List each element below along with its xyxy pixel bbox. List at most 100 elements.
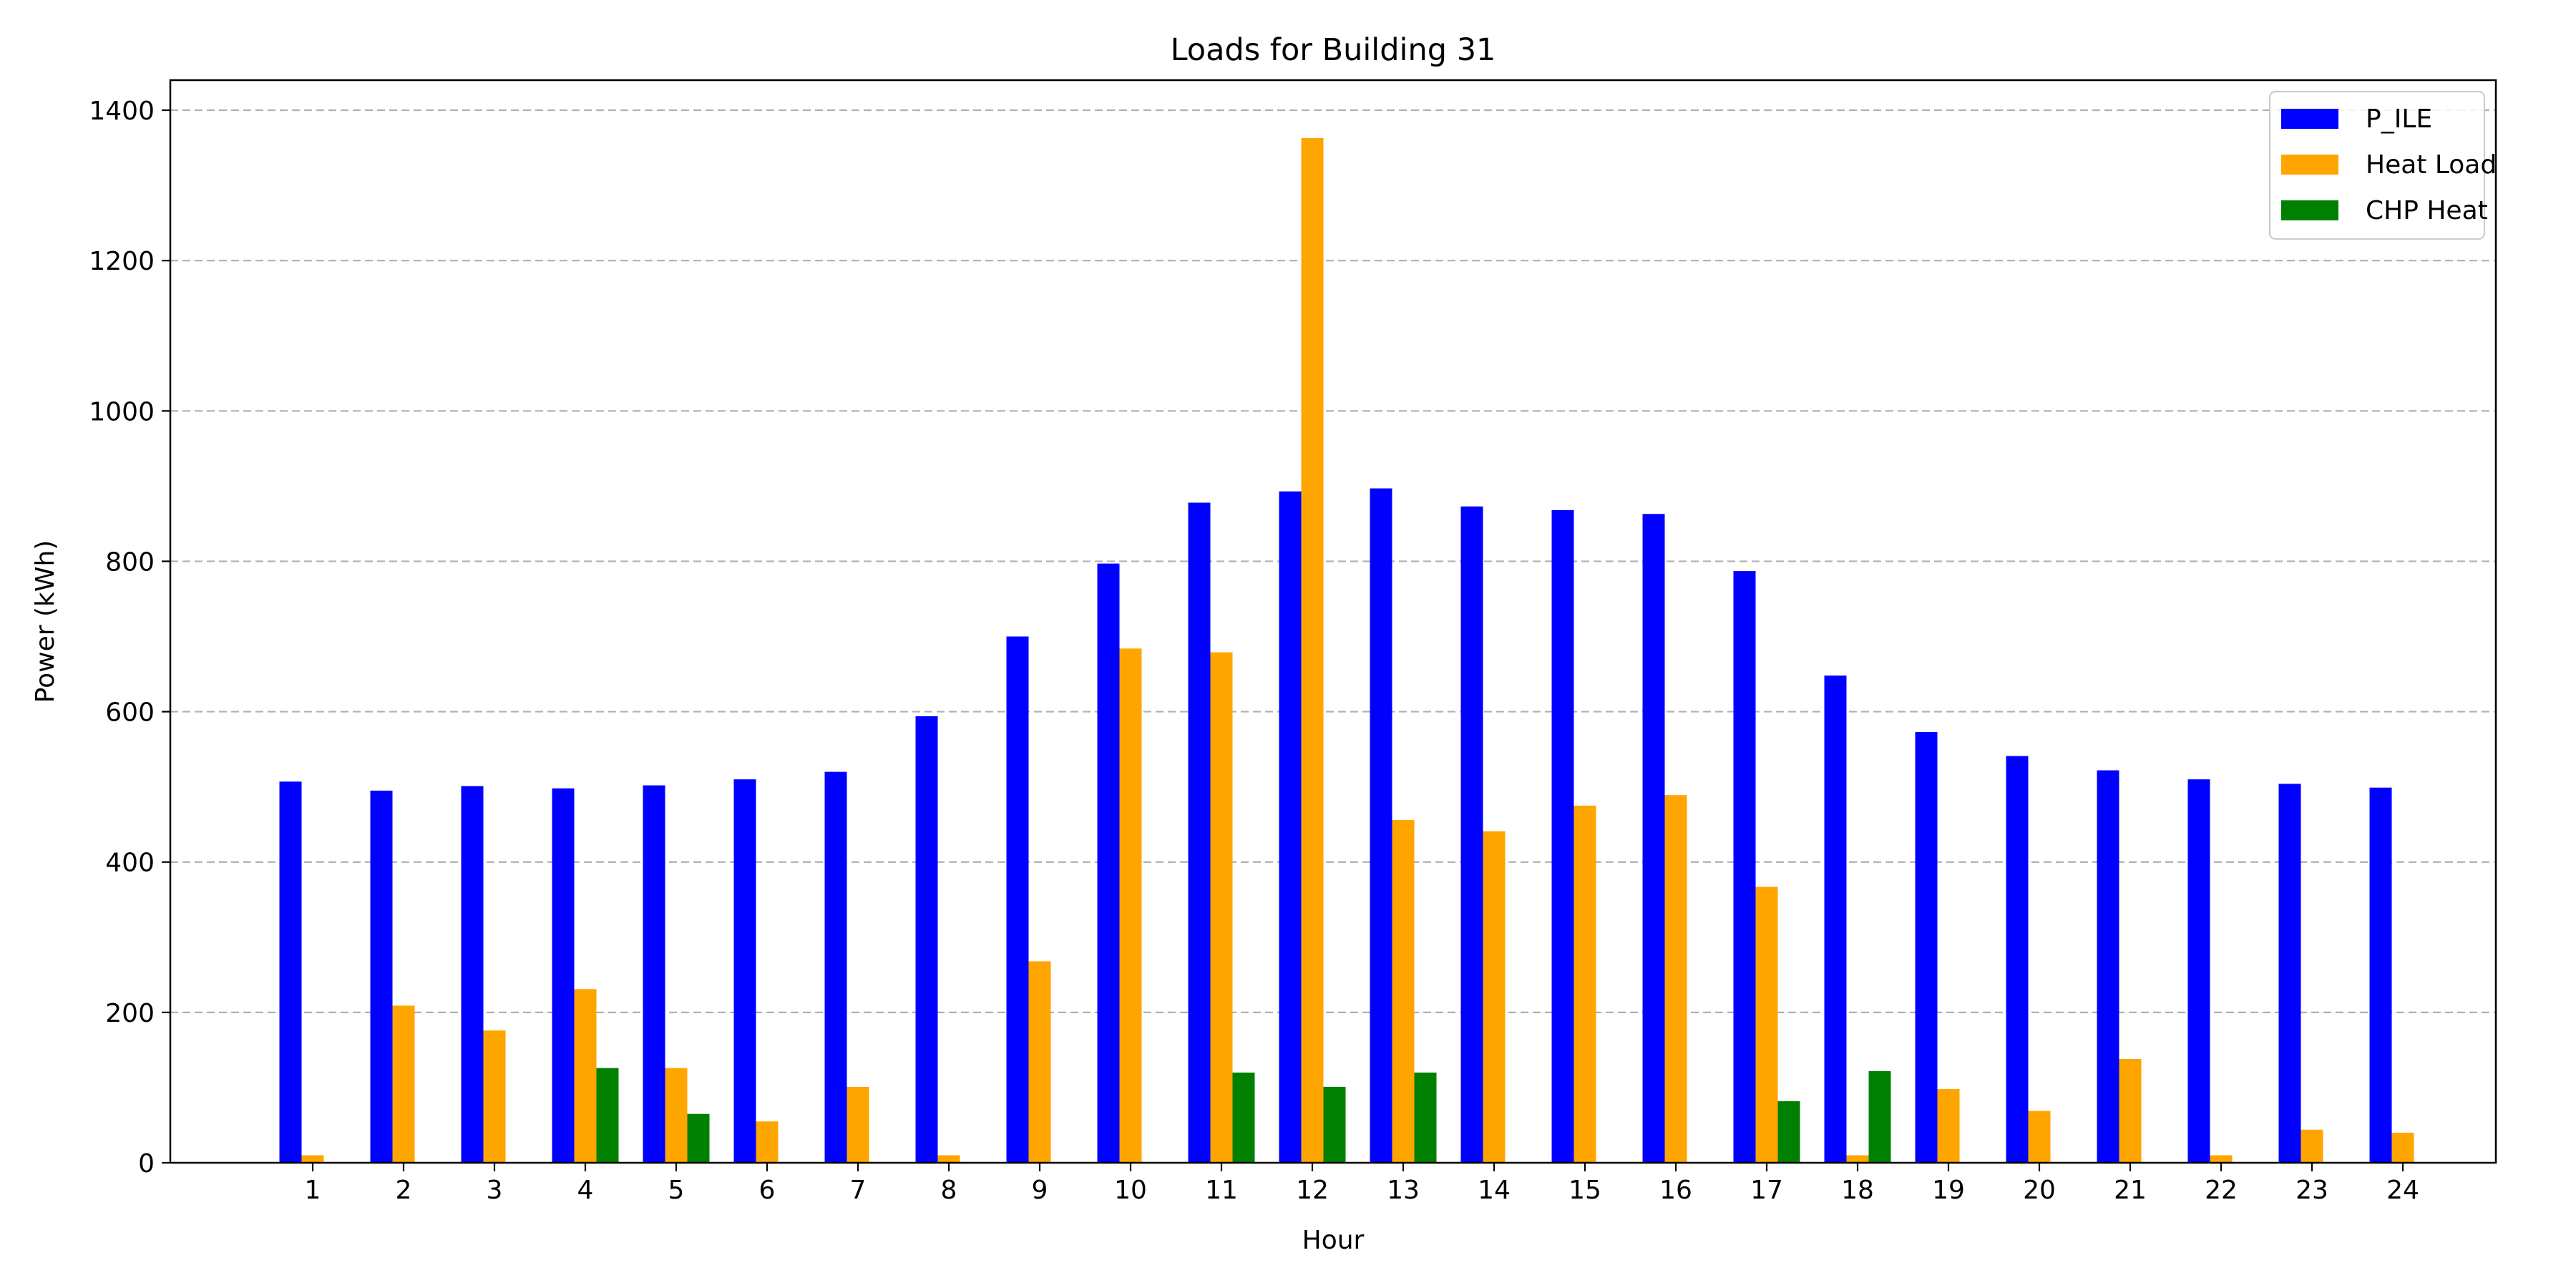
bar-p-ile-13: [1370, 488, 1392, 1163]
bar-p-ile-24: [2369, 787, 2392, 1163]
x-tick-label: 12: [1296, 1176, 1329, 1205]
legend-swatch: [2281, 200, 2338, 220]
x-axis-title: Hour: [1302, 1226, 1365, 1255]
bar-chp-heat-5: [687, 1113, 710, 1163]
bar-p-ile-21: [2097, 770, 2119, 1163]
bar-heat-load-11: [1210, 652, 1233, 1163]
bar-chp-heat-12: [1323, 1086, 1346, 1163]
y-tick-label: 0: [138, 1149, 155, 1179]
x-tick-label: 3: [487, 1176, 503, 1205]
bar-heat-load-13: [1392, 819, 1415, 1163]
legend-label: CHP Heat: [2366, 196, 2488, 225]
x-tick-label: 6: [759, 1176, 776, 1205]
bar-heat-load-21: [2119, 1059, 2142, 1163]
bar-p-ile-11: [1188, 502, 1211, 1163]
bar-heat-load-19: [1937, 1089, 1960, 1163]
plot-frame: [169, 79, 2497, 1164]
bar-heat-load-18: [1846, 1155, 1869, 1163]
x-tick-label: 4: [577, 1176, 594, 1205]
y-tick-label: 400: [105, 849, 155, 878]
bar-heat-load-9: [1028, 961, 1051, 1163]
bar-heat-load-23: [2301, 1129, 2323, 1163]
bar-p-ile-3: [461, 786, 484, 1163]
y-tick-label: 1000: [89, 397, 155, 426]
bar-heat-load-24: [2391, 1132, 2414, 1163]
bar-p-ile-14: [1460, 506, 1483, 1163]
y-tick-label: 1200: [89, 247, 155, 276]
bar-heat-load-20: [2028, 1111, 2051, 1163]
bar-heat-load-5: [665, 1068, 688, 1163]
bar-heat-load-17: [1755, 887, 1778, 1163]
x-tick-label: 10: [1114, 1176, 1147, 1205]
bar-p-ile-1: [279, 781, 302, 1163]
bar-p-ile-12: [1279, 491, 1302, 1163]
bar-p-ile-15: [1551, 509, 1574, 1163]
x-tick-label: 23: [2296, 1176, 2328, 1205]
x-tick-label: 19: [1932, 1176, 1965, 1205]
y-tick-label: 600: [105, 698, 155, 728]
bar-heat-load-12: [1301, 137, 1324, 1163]
x-tick-label: 2: [396, 1176, 412, 1205]
bar-heat-load-22: [2210, 1155, 2233, 1163]
x-tick-label: 8: [941, 1176, 957, 1205]
x-tick-label: 21: [2114, 1176, 2147, 1205]
x-tick-label: 22: [2205, 1176, 2238, 1205]
bar-p-ile-8: [915, 716, 938, 1163]
bar-heat-load-1: [301, 1155, 324, 1163]
x-tick-label: 24: [2386, 1176, 2419, 1205]
x-tick-label: 1: [305, 1176, 321, 1205]
bar-p-ile-23: [2278, 784, 2301, 1163]
bar-p-ile-4: [552, 788, 575, 1163]
bar-chp-heat-13: [1414, 1072, 1437, 1163]
bars: [279, 137, 2414, 1163]
legend-swatch: [2281, 109, 2338, 129]
bar-p-ile-10: [1097, 563, 1120, 1163]
bar-heat-load-10: [1119, 648, 1142, 1163]
bar-p-ile-22: [2187, 779, 2210, 1163]
x-tick-label: 9: [1032, 1176, 1048, 1205]
x-tick-label: 7: [850, 1176, 867, 1205]
legend-swatch: [2281, 155, 2338, 175]
x-tick-label: 5: [668, 1176, 685, 1205]
legend: P_ILE Heat Load CHP Heat: [2268, 90, 2497, 240]
y-tick-label: 200: [105, 999, 155, 1028]
bar-chp-heat-17: [1777, 1101, 1800, 1163]
bar-heat-load-16: [1664, 795, 1687, 1163]
y-tick-label: 800: [105, 547, 155, 577]
bar-p-ile-6: [733, 779, 756, 1163]
legend-label: P_ILE: [2366, 104, 2432, 134]
bar-heat-load-4: [574, 989, 597, 1163]
x-tick-label: 11: [1205, 1176, 1238, 1205]
bar-p-ile-19: [1915, 731, 1938, 1163]
bar-p-ile-17: [1733, 571, 1756, 1163]
bar-chp-heat-18: [1868, 1070, 1891, 1163]
bar-heat-load-15: [1574, 805, 1596, 1163]
y-tick-label: 1400: [89, 97, 155, 126]
x-tick-label: 15: [1568, 1176, 1601, 1205]
bar-p-ile-2: [370, 790, 393, 1163]
x-tick-label: 17: [1750, 1176, 1783, 1205]
x-tick-label: 16: [1659, 1176, 1692, 1205]
bar-p-ile-20: [2006, 756, 2029, 1163]
y-axis-title: Power (kWh): [31, 540, 60, 703]
bar-chp-heat-11: [1232, 1072, 1255, 1163]
bar-heat-load-6: [756, 1121, 779, 1163]
legend-label: Heat Load: [2366, 150, 2497, 180]
bar-p-ile-9: [1006, 636, 1029, 1163]
bar-heat-load-14: [1483, 831, 1506, 1163]
bar-heat-load-7: [847, 1086, 869, 1163]
bar-heat-load-3: [483, 1030, 506, 1163]
bar-p-ile-18: [1824, 675, 1847, 1163]
x-tick-label: 14: [1478, 1176, 1511, 1205]
bar-heat-load-8: [937, 1155, 960, 1163]
bar-p-ile-7: [824, 771, 847, 1163]
x-tick-label: 13: [1387, 1176, 1420, 1205]
chart-title: Loads for Building 31: [1171, 32, 1496, 68]
x-tick-label: 18: [1841, 1176, 1874, 1205]
bar-heat-load-2: [392, 1005, 415, 1163]
bar-chp-heat-4: [596, 1068, 619, 1163]
bar-p-ile-16: [1642, 514, 1665, 1163]
x-tick-label: 20: [2023, 1176, 2056, 1205]
